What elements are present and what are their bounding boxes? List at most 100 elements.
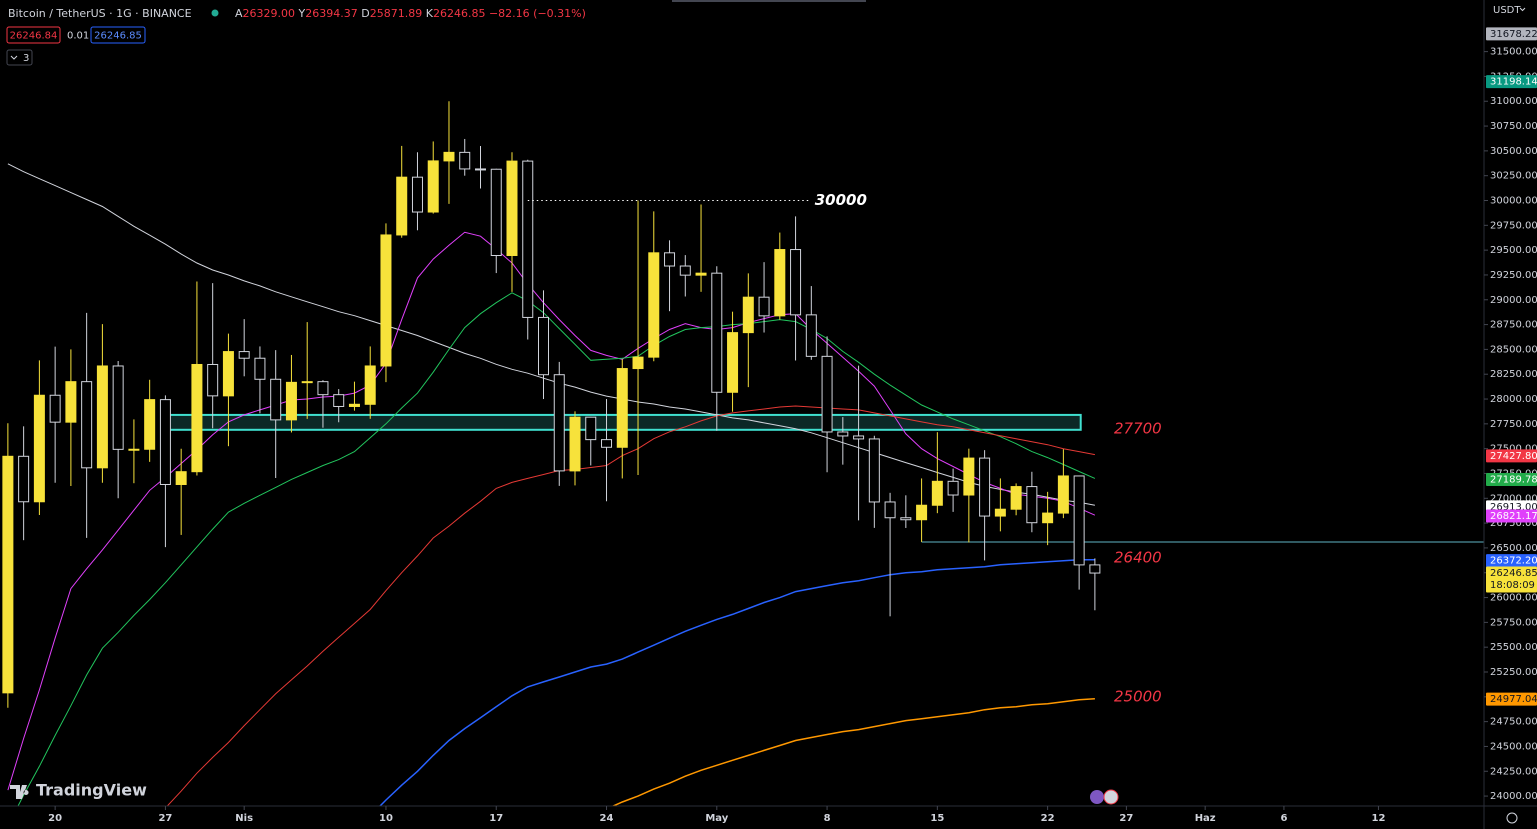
- ohlc-key: Y: [298, 7, 306, 20]
- candle-body: [333, 394, 345, 407]
- ohlc-value: 26246.85: [433, 7, 486, 20]
- candle-body: [632, 356, 644, 370]
- currency[interactable]: USDT: [1493, 5, 1521, 16]
- ohlc-change: −82.16 (−0.31%): [489, 7, 586, 20]
- candle-body: [222, 351, 234, 397]
- candle-body: [695, 272, 707, 276]
- logo: TradingView: [10, 781, 147, 800]
- y-tick-label: 28750.00: [1490, 320, 1537, 331]
- candle-body: [538, 316, 550, 376]
- candle-body: [931, 480, 943, 506]
- candle-body: [758, 296, 770, 317]
- candle-body: [1057, 475, 1069, 514]
- ohlc-key: A: [235, 7, 243, 20]
- candle-body: [364, 365, 376, 405]
- sell-box[interactable]: [6, 26, 61, 44]
- candle-body: [947, 480, 959, 496]
- price-label: 26913.00: [1490, 502, 1537, 513]
- currency-chevron: [1519, 7, 1526, 12]
- level-label: 25000: [1114, 687, 1162, 705]
- candle-body: [348, 403, 360, 407]
- candle-body: [301, 381, 313, 384]
- ma-line: [611, 698, 1095, 806]
- ma-line: [378, 559, 1095, 806]
- buy-box[interactable]: [90, 26, 146, 44]
- candle-body: [33, 394, 45, 503]
- x-tick-label: 10: [379, 813, 393, 824]
- ohlc-value: 26394.37: [305, 7, 358, 20]
- y-tick-label: 25750.00: [1490, 617, 1537, 628]
- indicator-toggle[interactable]: [6, 49, 33, 66]
- y-tick-label: 24000.00: [1490, 791, 1537, 802]
- x-tick-label: Nis: [235, 813, 253, 824]
- candle-body: [81, 381, 93, 469]
- logo-icon: [10, 785, 29, 799]
- candle-body: [65, 381, 77, 423]
- candle-body: [601, 439, 613, 448]
- ohlc: A26329.00 Y26394.37 D25871.89 K26246.85 …: [235, 7, 586, 20]
- candle-body: [112, 365, 124, 450]
- candle-body: [884, 501, 896, 519]
- settings-icon[interactable]: [1506, 812, 1518, 824]
- candle-body: [821, 355, 833, 433]
- candle-body: [569, 416, 581, 472]
- candle-body: [238, 351, 250, 359]
- candle-body: [18, 455, 30, 503]
- candle-body: [963, 457, 975, 496]
- candle-body: [805, 314, 817, 357]
- price-label: 26821.17: [1490, 511, 1537, 522]
- price-label: 24977.04: [1490, 694, 1537, 705]
- candle-body: [506, 160, 518, 256]
- y-tick-label: 24250.00: [1490, 766, 1537, 777]
- level-label: 27700: [1114, 419, 1162, 437]
- buy-price: 26246.85: [94, 31, 142, 42]
- y-tick-label: 30500.00: [1490, 146, 1537, 157]
- x-tick-label: 20: [48, 813, 62, 824]
- x-tick-label: 27: [158, 813, 172, 824]
- x-tick-label: 27: [1119, 813, 1133, 824]
- candle-body: [128, 448, 140, 451]
- y-tick-label: 25250.00: [1490, 667, 1537, 678]
- candle-body: [270, 378, 282, 421]
- y-tick-label: 28000.00: [1490, 394, 1537, 405]
- level-label: 26400: [1114, 548, 1162, 566]
- y-tick-label: 30000.00: [1490, 196, 1537, 207]
- price-label-box: [1486, 449, 1537, 463]
- target-label: 30000: [815, 191, 867, 209]
- y-tick-label: 27000.00: [1490, 493, 1537, 504]
- candle-body: [49, 394, 61, 423]
- status-dot: [211, 9, 219, 17]
- event-icon[interactable]: [1103, 789, 1119, 805]
- candle-body: [207, 363, 219, 397]
- y-tick-label: 30750.00: [1490, 121, 1537, 132]
- event-icon[interactable]: [1090, 790, 1104, 804]
- x-tick-label: 15: [930, 813, 944, 824]
- y-tick-label: 26000.00: [1490, 593, 1537, 604]
- candle-body: [853, 435, 865, 440]
- y-tick-label: 26500.00: [1490, 543, 1537, 554]
- candle-body: [648, 252, 660, 358]
- candle-body: [191, 363, 203, 473]
- y-tick-label: 24500.00: [1490, 741, 1537, 752]
- candle-body: [1010, 486, 1022, 510]
- x-tick-label: 8: [824, 813, 831, 824]
- chevron: [10, 55, 18, 60]
- price-label: 31198.14: [1490, 77, 1537, 88]
- candle-body: [742, 296, 754, 334]
- sell-price: 26246.84: [10, 31, 58, 42]
- price-label-box: [1486, 509, 1537, 523]
- top-handle: [672, 0, 866, 2]
- y-tick-label: 28250.00: [1490, 369, 1537, 380]
- candle-body: [664, 252, 676, 267]
- candle-body: [411, 176, 423, 213]
- candle-body: [490, 168, 502, 256]
- ohlc-value: 25871.89: [370, 7, 423, 20]
- y-tick-label: 26750.00: [1490, 518, 1537, 529]
- brand: TradingView: [36, 781, 147, 800]
- y-tick-label: 24750.00: [1490, 717, 1537, 728]
- y-tick-label: 28500.00: [1490, 344, 1537, 355]
- candle-body: [979, 457, 991, 517]
- y-tick-label: 29500.00: [1490, 245, 1537, 256]
- candle-body: [96, 365, 108, 469]
- indicator-count: 3: [23, 53, 29, 64]
